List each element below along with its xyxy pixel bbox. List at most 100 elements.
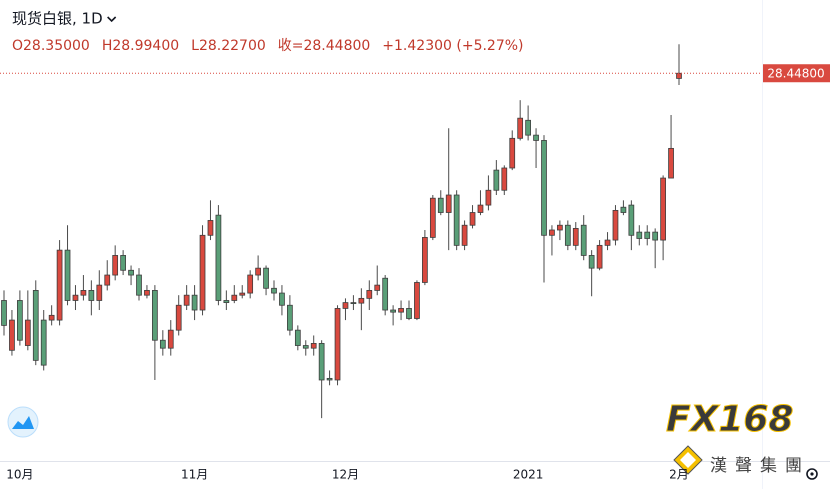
- candle-body: [1, 300, 7, 326]
- last-price-label: 28.44800: [767, 67, 824, 81]
- candle-body: [326, 377, 333, 381]
- candle-body: [390, 309, 396, 313]
- candle-body: [271, 287, 277, 294]
- candle-body: [167, 329, 174, 349]
- candle-body: [104, 274, 111, 286]
- candle-body: [191, 294, 198, 311]
- candle-body: [541, 140, 547, 236]
- candle-body: [294, 329, 301, 346]
- ohlc-legend: O28.35000 H28.99400 L28.22700 收=28.44800 +1.…: [12, 38, 524, 54]
- candle-body: [453, 194, 460, 246]
- candles: [1, 44, 682, 419]
- candle-body: [255, 267, 261, 276]
- candle-body: [652, 231, 659, 241]
- candle-body: [469, 212, 476, 226]
- candle-body: [612, 209, 619, 241]
- candle-body: [572, 228, 579, 246]
- candle-body: [207, 220, 214, 236]
- candle-body: [429, 197, 436, 238]
- candle-body: [644, 231, 651, 239]
- candle-body: [40, 319, 47, 366]
- candle-body: [525, 119, 531, 136]
- candle-body: [32, 290, 39, 361]
- x-tick-label: 12月: [332, 468, 359, 482]
- candle-body: [485, 189, 492, 206]
- candle-body: [17, 300, 23, 341]
- candle-body: [136, 274, 142, 296]
- candle-body: [231, 294, 238, 301]
- x-tick-label: 2月: [669, 468, 689, 482]
- tv-logo[interactable]: [7, 406, 39, 438]
- candle-body: [159, 339, 166, 349]
- candle-body: [374, 284, 381, 291]
- candle-body: [517, 117, 524, 139]
- candle-body: [549, 229, 555, 236]
- candle-body: [437, 197, 444, 213]
- candle-body: [588, 255, 595, 269]
- candle-body: [120, 255, 126, 271]
- candle-body: [302, 345, 309, 349]
- candle-body: [88, 290, 95, 301]
- legend-item: L28.22700: [191, 38, 266, 54]
- candle-body: [112, 255, 119, 276]
- last-price: 28.44800: [0, 64, 830, 83]
- candle-body: [247, 274, 254, 294]
- candle-body: [580, 224, 587, 256]
- candle-body: [239, 292, 246, 296]
- candle-body: [56, 249, 63, 321]
- title-dropdown[interactable]: [107, 16, 117, 23]
- candle-body: [152, 290, 158, 341]
- candle-body: [279, 292, 285, 306]
- legend-item: O28.35000: [12, 38, 90, 54]
- watermark-logo: FX168: [666, 399, 794, 440]
- candle-body: [183, 294, 190, 306]
- candle-body: [628, 204, 635, 236]
- candle-body: [501, 167, 508, 191]
- x-tick-label: 11月: [181, 468, 208, 482]
- candle-body: [334, 308, 341, 381]
- candle-body: [660, 177, 666, 241]
- candle-body: [668, 147, 674, 179]
- candle-body: [493, 169, 500, 191]
- watermark-company: 漢聲集團: [710, 456, 810, 476]
- candle-body: [287, 304, 293, 331]
- candle-body: [533, 134, 539, 141]
- settings-icon[interactable]: [806, 468, 818, 480]
- candle-body: [596, 244, 603, 269]
- x-axis-labels: 10月 11月 12月 2021 2月: [6, 468, 689, 482]
- candle-body: [366, 290, 373, 299]
- candle-body: [350, 302, 357, 305]
- candle-body: [636, 231, 643, 239]
- candle-body: [477, 204, 484, 213]
- candle-body: [9, 319, 15, 351]
- candle-body: [48, 314, 55, 321]
- candle-body: [358, 297, 365, 304]
- candle-body: [64, 249, 71, 301]
- candle-body: [342, 302, 349, 309]
- candle-body: [80, 290, 87, 296]
- candle-body: [604, 239, 611, 246]
- candle-body: [96, 284, 103, 301]
- x-tick-label: 2021: [513, 468, 544, 482]
- candle-body: [461, 224, 468, 246]
- x-tick-label: 10月: [6, 468, 33, 482]
- candle-body: [676, 72, 682, 79]
- candle-body: [263, 267, 269, 289]
- chart-title: 现货白银, 1D: [12, 10, 103, 28]
- candle-body: [414, 282, 420, 319]
- last-price-box: [763, 64, 830, 83]
- legend-item: H28.99400: [102, 38, 179, 54]
- legend-item: 收=28.44800: [278, 38, 371, 54]
- candle-body: [564, 224, 571, 246]
- candle-body: [72, 294, 79, 301]
- candle-body: [223, 300, 230, 304]
- candle-body: [144, 290, 150, 296]
- candle-body: [445, 194, 452, 213]
- candle-body: [175, 304, 182, 331]
- watermark-emblem: [673, 445, 703, 475]
- candle-body: [199, 234, 206, 311]
- candle-body: [398, 308, 404, 313]
- candle-body: [406, 308, 412, 319]
